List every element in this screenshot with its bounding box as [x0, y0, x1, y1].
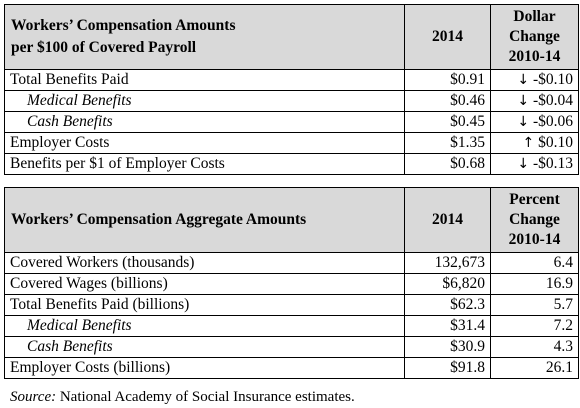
- table-header-row: Workers’ Compensation Amounts per $100 o…: [4, 4, 579, 70]
- row-change: ↓ -$0.04: [490, 90, 579, 112]
- row-label: Medical Benefits: [4, 90, 405, 112]
- table-row: Covered Wages (billions) $6,820 16.9: [4, 273, 579, 295]
- row-change: 5.7: [490, 294, 579, 316]
- row-change: ↑ $0.10: [490, 132, 579, 154]
- row-value: $91.8: [404, 357, 491, 379]
- aggregate-amounts-table: Workers’ Compensation Aggregate Amounts …: [4, 187, 579, 379]
- year-header: 2014: [404, 4, 491, 70]
- row-value: 132,673: [404, 252, 491, 274]
- source-text: National Academy of Social Insurance est…: [56, 389, 355, 405]
- row-label: Employer Costs (billions): [4, 357, 405, 379]
- row-value: $62.3: [404, 294, 491, 316]
- row-label: Cash Benefits: [4, 336, 405, 358]
- row-value: $30.9: [404, 336, 491, 358]
- row-change: 7.2: [490, 315, 579, 337]
- change-header: Percent Change 2010-14: [490, 187, 579, 253]
- title-line-2: per $100 of Covered Payroll: [11, 39, 197, 56]
- row-value: $6,820: [404, 273, 491, 295]
- row-label: Total Benefits Paid (billions): [4, 294, 405, 316]
- table-row: Covered Workers (thousands) 132,673 6.4: [4, 252, 579, 274]
- table-row: Total Benefits Paid $0.91 ↓ -$0.10: [4, 69, 579, 91]
- row-value: $0.45: [404, 111, 491, 133]
- table-row: Cash Benefits $30.9 4.3: [4, 336, 579, 358]
- row-value: $31.4: [404, 315, 491, 337]
- table-row: Employer Costs (billions) $91.8 26.1: [4, 357, 579, 379]
- payroll-amounts-table: Workers’ Compensation Amounts per $100 o…: [4, 4, 579, 175]
- table-row: Employer Costs $1.35 ↑ $0.10: [4, 132, 579, 154]
- table-title: Workers’ Compensation Aggregate Amounts: [4, 187, 405, 253]
- row-change: 16.9: [490, 273, 579, 295]
- arrow-up-icon: ↑: [522, 135, 535, 151]
- change-header: Dollar Change 2010-14: [490, 4, 579, 70]
- row-value: $0.68: [404, 153, 491, 175]
- row-change: 26.1: [490, 357, 579, 379]
- arrow-down-icon: ↓: [517, 72, 530, 88]
- row-change: ↓ -$0.13: [490, 153, 579, 175]
- arrow-down-icon: ↓: [517, 156, 530, 172]
- table-row: Total Benefits Paid (billions) $62.3 5.7: [4, 294, 579, 316]
- source-label: Source:: [10, 389, 57, 405]
- row-label: Benefits per $1 of Employer Costs: [4, 153, 405, 175]
- arrow-down-icon: ↓: [517, 93, 530, 109]
- row-label: Medical Benefits: [4, 315, 405, 337]
- row-label: Covered Workers (thousands): [4, 252, 405, 274]
- row-label: Total Benefits Paid: [4, 69, 405, 91]
- table-row: Medical Benefits $31.4 7.2: [4, 315, 579, 337]
- source-note: Source: National Academy of Social Insur…: [10, 387, 355, 407]
- row-label: Employer Costs: [4, 132, 405, 154]
- row-label: Cash Benefits: [4, 111, 405, 133]
- table-row: Medical Benefits $0.46 ↓ -$0.04: [4, 90, 579, 112]
- year-header: 2014: [404, 187, 491, 253]
- row-value: $0.91: [404, 69, 491, 91]
- arrow-down-icon: ↓: [517, 114, 530, 130]
- row-change: 6.4: [490, 252, 579, 274]
- row-change: ↓ -$0.06: [490, 111, 579, 133]
- row-value: $1.35: [404, 132, 491, 154]
- row-change: ↓ -$0.10: [490, 69, 579, 91]
- table-header-row: Workers’ Compensation Aggregate Amounts …: [4, 187, 579, 253]
- table-row: Cash Benefits $0.45 ↓ -$0.06: [4, 111, 579, 133]
- title-line-1: Workers’ Compensation Amounts: [11, 17, 236, 34]
- row-change: 4.3: [490, 336, 579, 358]
- table-row: Benefits per $1 of Employer Costs $0.68 …: [4, 153, 579, 175]
- table-title: Workers’ Compensation Amounts per $100 o…: [4, 4, 405, 70]
- row-value: $0.46: [404, 90, 491, 112]
- row-label: Covered Wages (billions): [4, 273, 405, 295]
